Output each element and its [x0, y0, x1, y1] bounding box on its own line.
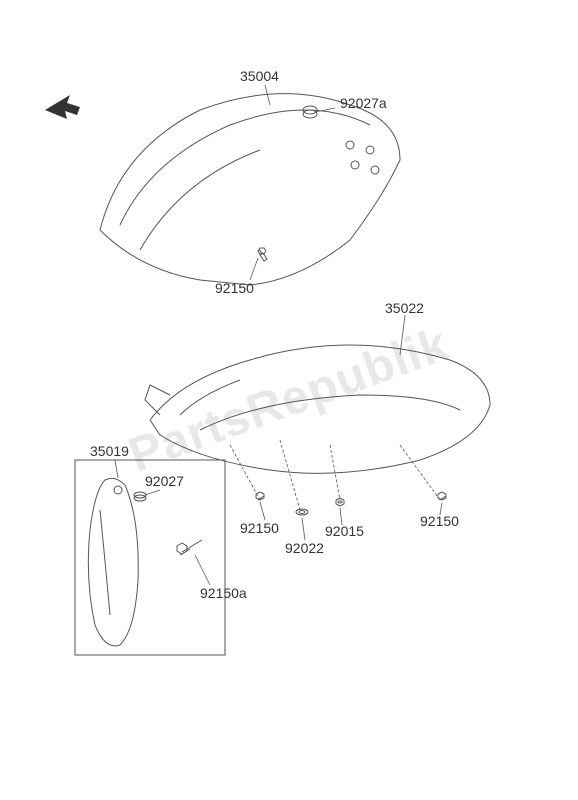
rear-fender-shape	[145, 345, 490, 473]
bolt-a-shape	[258, 248, 267, 261]
bolt-c-shape	[256, 492, 264, 500]
parts-diagram-container: PartsRepublik	[0, 0, 578, 800]
mud-flap-shape	[88, 478, 138, 645]
label-washer: 92022	[285, 540, 324, 556]
arrow-indicator-icon	[45, 95, 80, 119]
collar-a-shape	[303, 106, 317, 118]
label-bolt-d: 92150a	[200, 585, 247, 601]
diagram-svg	[0, 0, 578, 800]
label-bolt-b: 92150	[420, 513, 459, 529]
label-bolt-c: 92150	[240, 520, 279, 536]
bolt-d-shape	[177, 540, 202, 555]
label-collar: 92027	[145, 473, 184, 489]
label-mud-flap: 35019	[90, 443, 129, 459]
label-front-fender: 35004	[240, 68, 279, 84]
bolt-b-shape	[438, 492, 446, 500]
collar-shape	[134, 492, 146, 501]
label-collar-a: 92027a	[340, 95, 387, 111]
washer-shape	[296, 509, 308, 515]
mud-flap-box	[75, 460, 225, 655]
label-bolt-a: 92150	[215, 280, 254, 296]
front-fender-shape	[100, 94, 400, 285]
label-nut: 92015	[325, 523, 364, 539]
label-rear-fender: 35022	[385, 300, 424, 316]
